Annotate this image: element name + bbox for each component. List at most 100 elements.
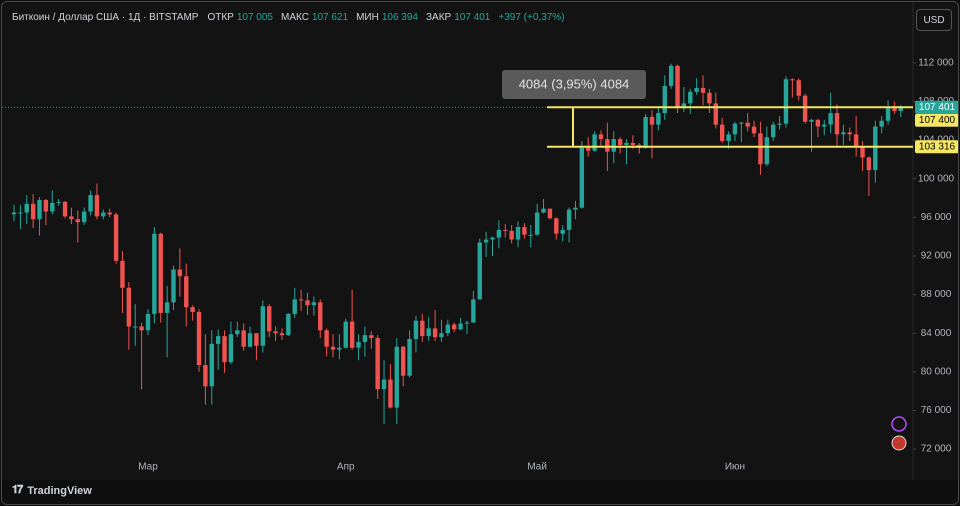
candle-body	[617, 139, 623, 145]
candle-body	[828, 113, 833, 125]
candle-body	[388, 379, 393, 408]
y-tick-label: 112 000	[918, 57, 954, 68]
level-label-box	[915, 113, 958, 127]
candle-body	[509, 230, 514, 240]
candle-body	[279, 333, 285, 336]
candle-body	[809, 119, 814, 122]
candle-body	[375, 338, 380, 390]
y-tick-label: 76 000	[921, 405, 952, 416]
brand-name: TradingView	[27, 484, 92, 497]
candle-body	[458, 323, 463, 330]
candle-body	[802, 95, 808, 122]
candle-body	[477, 242, 482, 300]
candle-body	[713, 103, 718, 125]
candle-body	[133, 326, 138, 328]
candle-body	[126, 287, 132, 327]
candle-body	[668, 65, 674, 87]
candle-body	[362, 335, 368, 342]
candle-body	[43, 199, 49, 212]
candle-body	[267, 306, 272, 332]
candle-body	[324, 330, 329, 347]
y-tick-label: 88 000	[921, 289, 952, 300]
candle-body	[286, 313, 291, 336]
y-tick-label: 80 000	[921, 366, 952, 377]
candle-body	[318, 302, 323, 331]
candle-body	[62, 201, 68, 217]
candle-body	[515, 226, 521, 240]
candle-body	[847, 132, 852, 135]
candle-body	[101, 212, 106, 217]
candle-body	[311, 302, 317, 306]
open-label: ОТКР	[207, 12, 234, 23]
candle-body	[343, 321, 348, 348]
candle-body	[700, 87, 706, 93]
candle-body	[592, 134, 597, 151]
candle-body	[490, 237, 495, 240]
event-icon	[891, 416, 907, 432]
candle-body	[796, 80, 801, 96]
candle-body	[400, 346, 406, 376]
open-value: 107 005	[236, 12, 273, 23]
candle-body	[656, 113, 661, 125]
candle-body	[739, 122, 744, 124]
candle-body	[560, 229, 565, 234]
candle-body	[860, 146, 865, 158]
level-label: 103 316	[919, 141, 956, 152]
candle-body	[496, 229, 502, 238]
candle-body	[107, 212, 112, 215]
candle-body	[579, 147, 585, 208]
candle-body	[464, 322, 470, 324]
candle-body	[235, 330, 240, 335]
candle-body	[554, 218, 559, 234]
level-label-box	[915, 140, 958, 154]
candle-body	[586, 147, 591, 151]
candle-body	[681, 103, 687, 109]
candle-body	[898, 107, 904, 112]
candle-body	[81, 211, 87, 223]
candle-body	[445, 324, 451, 334]
candle-body	[662, 86, 667, 114]
candle-body	[432, 328, 438, 338]
level-label: 107 400	[919, 115, 956, 126]
candle-body	[452, 324, 457, 330]
candle-body	[184, 276, 189, 308]
candle-body	[247, 333, 253, 347]
candle-body	[547, 208, 553, 219]
candle-body	[541, 208, 546, 213]
candle-body	[503, 229, 508, 231]
candle-body	[120, 260, 125, 288]
close-value: 107 401	[454, 12, 491, 23]
candle-body	[254, 333, 259, 346]
candle-body	[815, 119, 821, 127]
currency-button[interactable]: USD	[916, 9, 952, 31]
candle-body	[260, 306, 266, 346]
candle-body	[139, 326, 144, 331]
candle-body	[158, 233, 163, 313]
candle-body	[177, 269, 183, 277]
change-value: +397 (+0,37%)	[498, 12, 565, 23]
candle-body	[732, 123, 738, 135]
brand: 𝟏𝟕 TradingView	[12, 484, 92, 497]
candle-body	[164, 302, 170, 313]
x-tick-label: Мар	[138, 462, 158, 473]
candle-body	[369, 335, 374, 339]
high-label: МАКС	[281, 12, 309, 23]
candle-body	[605, 139, 610, 152]
candle-body	[790, 79, 795, 81]
candle-body	[37, 199, 42, 220]
last-price-label: 107 401	[919, 102, 956, 113]
candle-body	[624, 142, 629, 145]
brand-logo: 𝟏𝟕	[12, 484, 23, 496]
candle-body	[171, 269, 176, 303]
measure-label-box	[502, 70, 646, 99]
candle-body	[745, 122, 750, 127]
candle-body	[394, 346, 399, 408]
candle-body	[24, 203, 29, 213]
candle-body	[866, 157, 872, 171]
y-tick-label: 72 000	[921, 444, 952, 455]
candle-body	[292, 299, 297, 314]
candle-body	[822, 124, 827, 127]
candle-body	[598, 134, 604, 140]
